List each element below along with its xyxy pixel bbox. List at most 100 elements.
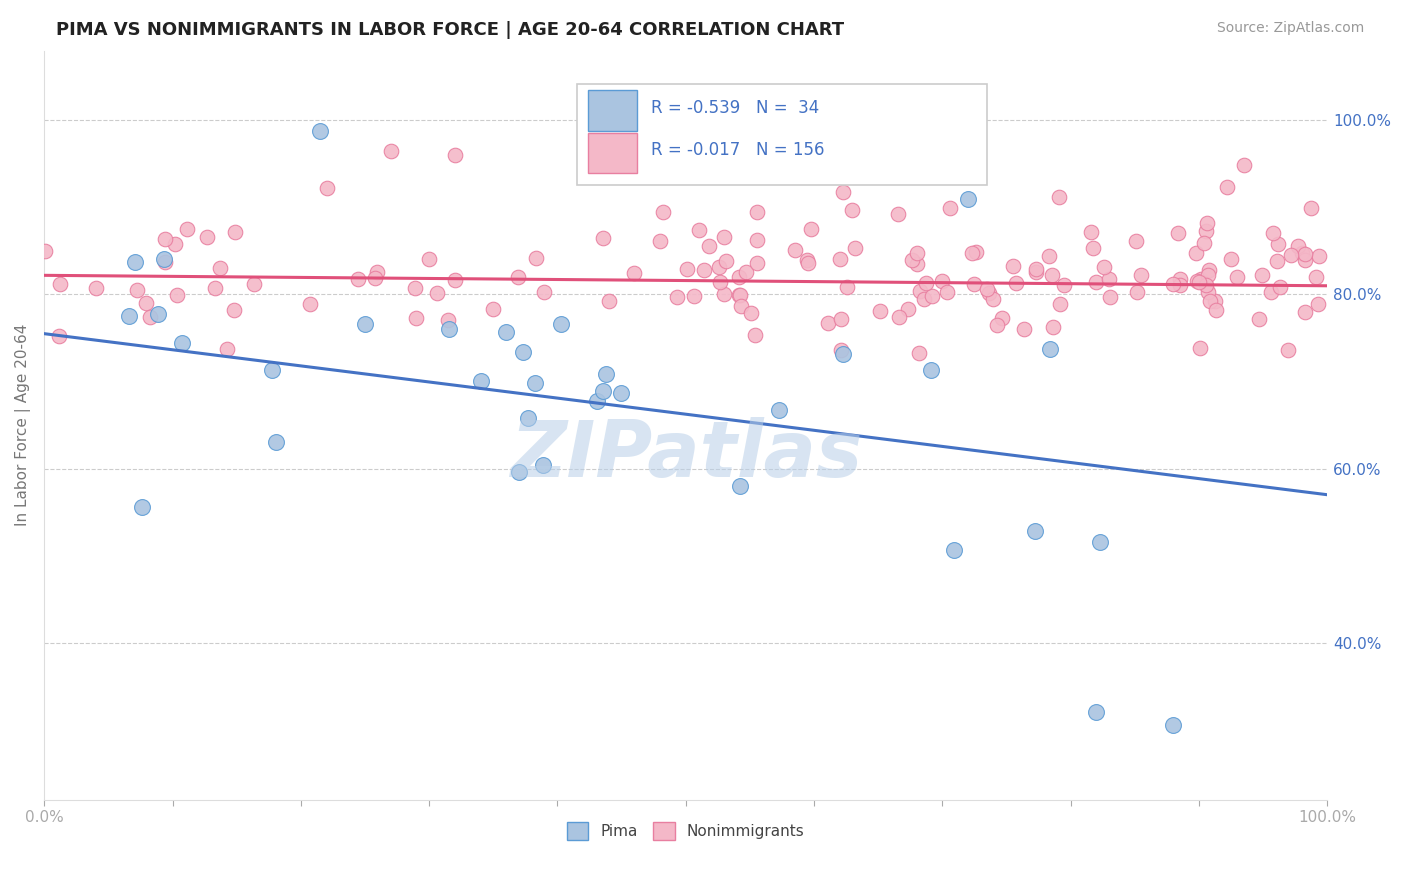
Point xyxy=(595,367,617,381)
Point xyxy=(1038,248,1060,262)
Point xyxy=(747,204,769,219)
Point xyxy=(1251,268,1274,282)
Point xyxy=(1083,241,1105,255)
Point xyxy=(172,335,194,350)
Point xyxy=(897,301,920,316)
Point xyxy=(730,288,752,302)
Text: R = -0.539   N =  34: R = -0.539 N = 34 xyxy=(651,99,820,117)
Point xyxy=(796,253,818,268)
Point xyxy=(1170,272,1192,286)
Point xyxy=(939,201,962,215)
Point xyxy=(887,310,910,324)
Point xyxy=(49,277,72,292)
Point xyxy=(153,254,176,268)
Point xyxy=(830,311,852,326)
Point xyxy=(665,290,688,304)
Point xyxy=(195,230,218,244)
Point xyxy=(728,269,751,284)
Point xyxy=(832,347,855,361)
Point xyxy=(1198,263,1220,277)
Point xyxy=(524,376,547,391)
Point xyxy=(965,245,987,260)
Point xyxy=(979,286,1001,301)
Point xyxy=(1098,289,1121,303)
Point xyxy=(482,302,505,317)
Point xyxy=(224,302,246,317)
Point xyxy=(688,223,710,237)
Point xyxy=(1188,341,1211,355)
Point xyxy=(224,225,246,239)
Point xyxy=(745,256,768,270)
Point xyxy=(404,281,426,295)
Point xyxy=(439,322,461,336)
Point xyxy=(1012,321,1035,335)
Point xyxy=(828,252,851,266)
Point xyxy=(125,283,148,297)
Point xyxy=(844,241,866,255)
Point xyxy=(512,345,534,359)
Point xyxy=(364,271,387,285)
Point xyxy=(1167,226,1189,240)
Point xyxy=(1247,312,1270,326)
Point xyxy=(693,263,716,277)
Point xyxy=(153,252,176,266)
Text: PIMA VS NONIMMIGRANTS IN LABOR FORCE | AGE 20-64 CORRELATION CHART: PIMA VS NONIMMIGRANTS IN LABOR FORCE | A… xyxy=(56,21,845,39)
Point xyxy=(517,410,540,425)
Point xyxy=(443,273,465,287)
FancyBboxPatch shape xyxy=(588,133,637,173)
Text: Source: ZipAtlas.com: Source: ZipAtlas.com xyxy=(1216,21,1364,36)
Point xyxy=(963,277,986,291)
Point xyxy=(131,500,153,515)
Point xyxy=(1168,278,1191,293)
Point xyxy=(1308,249,1330,263)
Point xyxy=(139,310,162,324)
Point xyxy=(443,148,465,162)
Point xyxy=(900,253,922,268)
Point xyxy=(1125,234,1147,248)
FancyBboxPatch shape xyxy=(576,85,987,186)
Point xyxy=(1270,280,1292,294)
Point xyxy=(986,318,1008,332)
Point xyxy=(176,222,198,236)
Point xyxy=(713,230,735,244)
Point xyxy=(709,275,731,289)
Point xyxy=(48,329,70,343)
Point xyxy=(1306,297,1329,311)
Point xyxy=(1042,320,1064,334)
Point xyxy=(1195,224,1218,238)
Point xyxy=(1299,201,1322,215)
Point xyxy=(209,261,232,276)
Point xyxy=(84,281,107,295)
Point xyxy=(1005,276,1028,290)
Point xyxy=(1126,285,1149,300)
Point xyxy=(735,265,758,279)
Point xyxy=(506,270,529,285)
Point xyxy=(405,311,427,326)
Point xyxy=(1088,534,1111,549)
Point xyxy=(886,207,908,221)
Point xyxy=(962,246,984,260)
Point xyxy=(1267,237,1289,252)
Point xyxy=(1286,239,1309,253)
Point xyxy=(1130,268,1153,283)
Point xyxy=(531,458,554,473)
Point xyxy=(1195,216,1218,230)
Point xyxy=(920,362,942,376)
Point xyxy=(146,307,169,321)
Point xyxy=(153,232,176,246)
Point xyxy=(1261,227,1284,241)
Point xyxy=(1047,190,1070,204)
Point xyxy=(1002,259,1025,273)
Point xyxy=(426,286,449,301)
Point xyxy=(908,346,931,360)
Point xyxy=(166,288,188,302)
Point xyxy=(135,295,157,310)
Point xyxy=(1053,277,1076,292)
Point xyxy=(1049,296,1071,310)
Point xyxy=(651,205,673,219)
Point xyxy=(713,287,735,301)
Point xyxy=(1220,252,1243,267)
Point xyxy=(1189,272,1212,286)
Point xyxy=(298,296,321,310)
Point xyxy=(1279,248,1302,262)
